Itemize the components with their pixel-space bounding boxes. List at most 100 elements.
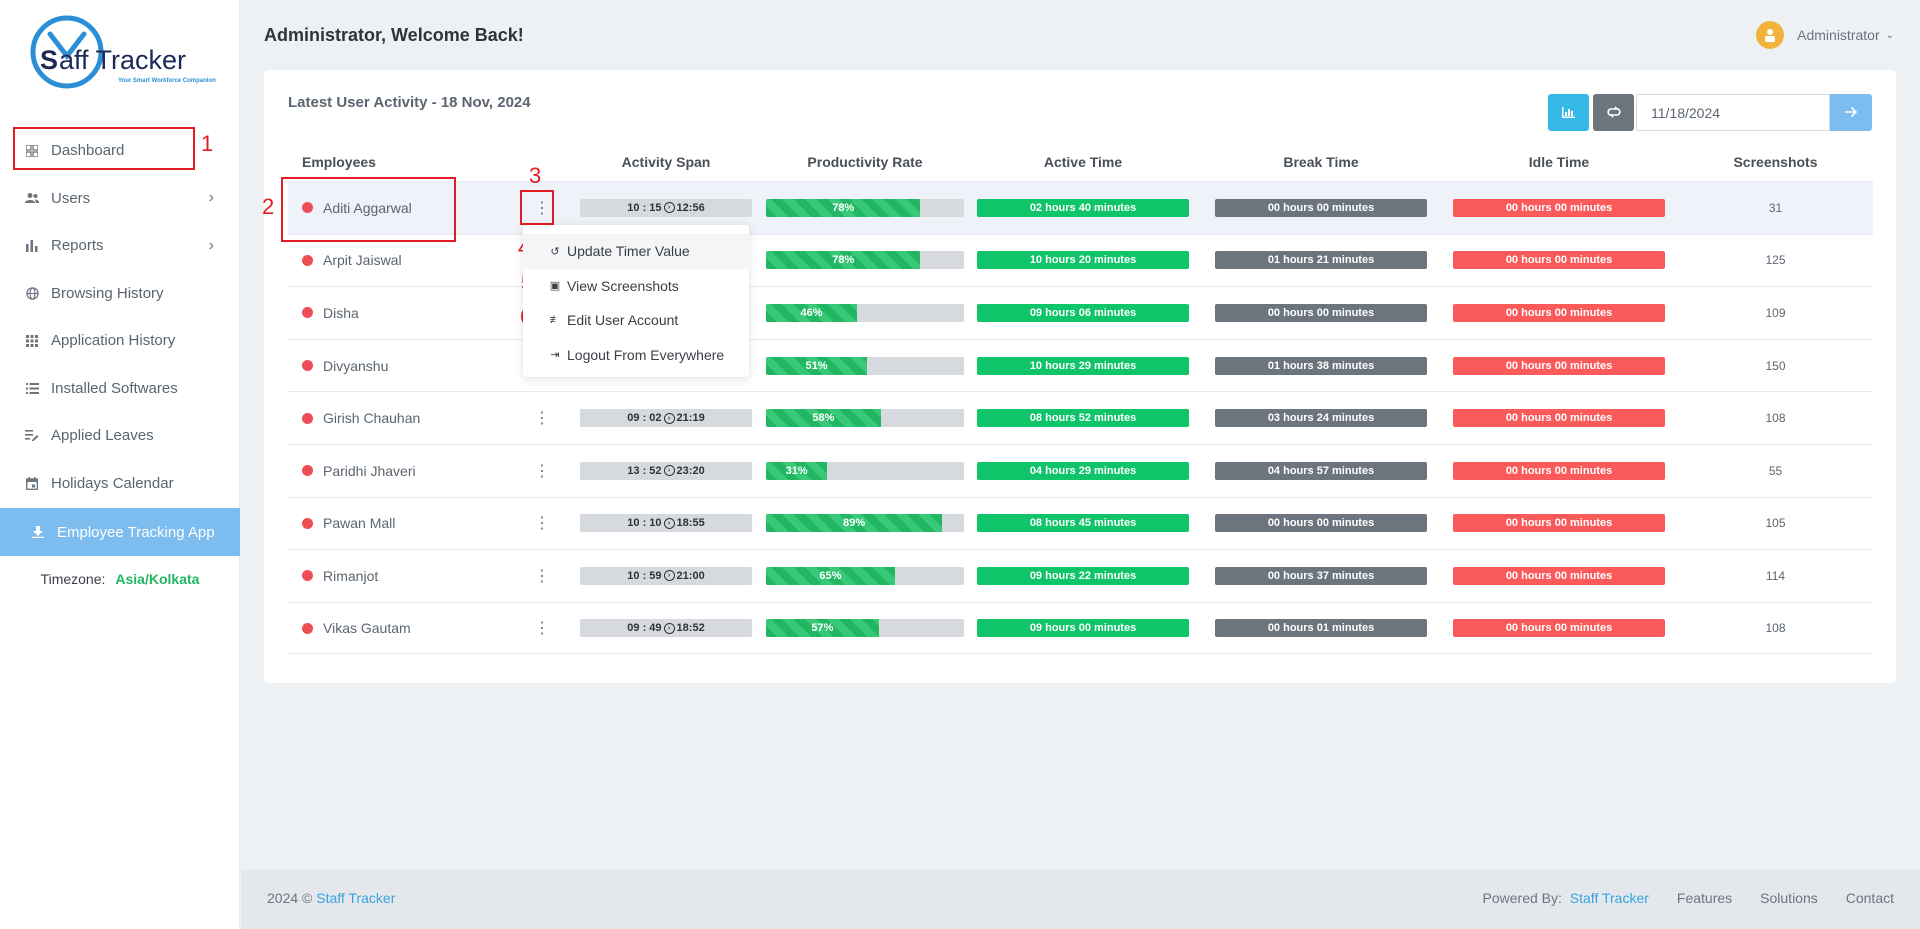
active-time-badge: 09 hours 00 minutes bbox=[977, 619, 1189, 638]
active-time-cell: 10 hours 29 minutes bbox=[964, 356, 1202, 375]
screenshots-count[interactable]: 114 bbox=[1765, 568, 1786, 583]
user-menu[interactable]: Administrator ⌄ bbox=[1756, 21, 1894, 49]
row-actions-button[interactable]: ⋮ bbox=[518, 561, 566, 591]
break-time-badge: 00 hours 00 minutes bbox=[1215, 198, 1427, 217]
sidebar-item-application-history[interactable]: Application History bbox=[0, 317, 240, 365]
sidebar-item-reports[interactable]: Reports › bbox=[0, 222, 240, 270]
idle-time-cell: 00 hours 00 minutes bbox=[1440, 514, 1678, 533]
row-actions-button[interactable]: ⋮ bbox=[518, 508, 566, 538]
update-timer-value-option[interactable]: ↺ Update Timer Value bbox=[523, 234, 749, 269]
productivity-label: 78% bbox=[832, 254, 855, 267]
span-end: 18:55 bbox=[676, 517, 705, 530]
row-actions-dropdown: ↺ Update Timer Value ▣ View Screenshots … bbox=[523, 225, 749, 377]
svg-text:Your Smart Workforce Companion: Your Smart Workforce Companion bbox=[118, 78, 216, 84]
screenshots-count[interactable]: 125 bbox=[1765, 253, 1786, 268]
menu-item-label: View Screenshots bbox=[567, 277, 679, 294]
productivity-cell: 46% bbox=[766, 303, 964, 322]
productivity-bar: 65% bbox=[766, 566, 964, 585]
break-time-badge: 04 hours 57 minutes bbox=[1215, 461, 1427, 480]
edit-user-account-option[interactable]: ≢ Edit User Account bbox=[523, 303, 749, 338]
download-tracking-app-button[interactable]: Employee Tracking App bbox=[0, 508, 240, 556]
sidebar-item-dashboard[interactable]: Dashboard bbox=[0, 127, 240, 175]
more-vertical-icon: ⋮ bbox=[534, 462, 550, 480]
productivity-fill: 78% bbox=[766, 198, 921, 217]
break-time-cell: 03 hours 24 minutes bbox=[1202, 409, 1440, 428]
edit-list-icon bbox=[24, 428, 40, 444]
active-time-cell: 10 hours 20 minutes bbox=[964, 251, 1202, 270]
globe-icon bbox=[24, 285, 40, 301]
chevron-down-icon: ⌄ bbox=[1885, 29, 1894, 41]
break-time-cell: 00 hours 01 minutes bbox=[1202, 619, 1440, 638]
active-time-badge: 04 hours 29 minutes bbox=[977, 461, 1189, 480]
productivity-fill: 46% bbox=[766, 303, 858, 322]
list-icon bbox=[24, 380, 40, 396]
employee-cell[interactable]: Paridhi Jhaveri bbox=[288, 463, 518, 479]
employee-cell[interactable]: Pawan Mall bbox=[288, 515, 518, 531]
active-time-badge: 09 hours 22 minutes bbox=[977, 566, 1189, 585]
span-end: 21:19 bbox=[676, 412, 705, 425]
refresh-button[interactable] bbox=[1593, 94, 1634, 131]
row-actions-button[interactable]: ⋮ bbox=[518, 403, 566, 433]
avatar bbox=[1756, 21, 1785, 49]
screenshots-count[interactable]: 150 bbox=[1765, 358, 1786, 373]
employee-cell[interactable]: Vikas Gautam bbox=[288, 620, 518, 636]
download-icon bbox=[30, 524, 46, 540]
table-row: Divyanshu ⋮ 51% 10 hours 29 minutes 01 h… bbox=[288, 338, 1873, 392]
screenshots-count[interactable]: 109 bbox=[1765, 305, 1786, 320]
sidebar-item-browsing-history[interactable]: Browsing History bbox=[0, 270, 240, 318]
break-time-cell: 00 hours 00 minutes bbox=[1202, 198, 1440, 217]
employee-cell[interactable]: Rimanjot bbox=[288, 568, 518, 584]
logout-icon: ⇥ bbox=[550, 349, 560, 362]
screenshots-count[interactable]: 108 bbox=[1765, 411, 1786, 426]
footer-link-solutions[interactable]: Solutions bbox=[1760, 890, 1818, 906]
sidebar-item-label: Application History bbox=[51, 332, 176, 350]
employee-cell[interactable]: Aditi Aggarwal bbox=[288, 200, 518, 216]
status-dot bbox=[302, 254, 313, 266]
employee-cell[interactable]: Arpit Jaiswal bbox=[288, 252, 518, 268]
screenshots-count[interactable]: 31 bbox=[1768, 200, 1783, 215]
idle-time-badge: 00 hours 00 minutes bbox=[1453, 251, 1665, 270]
employee-cell[interactable]: Disha bbox=[288, 305, 518, 321]
span-start: 10 : 59 bbox=[627, 569, 662, 582]
sidebar-item-label: Applied Leaves bbox=[51, 427, 154, 445]
sidebar-item-installed-softwares[interactable]: Installed Softwares bbox=[0, 365, 240, 413]
view-screenshots-option[interactable]: ▣ View Screenshots bbox=[523, 269, 749, 304]
arrow-circle-icon: › bbox=[663, 570, 675, 582]
powered-by-link[interactable]: Staff Tracker bbox=[1569, 890, 1649, 906]
span-end: 23:20 bbox=[676, 464, 705, 477]
footer-link-features[interactable]: Features bbox=[1676, 890, 1733, 906]
idle-time-badge: 00 hours 00 minutes bbox=[1453, 619, 1665, 638]
arrow-circle-icon: › bbox=[663, 517, 675, 529]
idle-time-cell: 00 hours 00 minutes bbox=[1440, 198, 1678, 217]
footer-link-contact[interactable]: Contact bbox=[1845, 890, 1894, 906]
status-dot bbox=[302, 307, 313, 319]
employee-cell[interactable]: Divyanshu bbox=[288, 358, 518, 374]
footer-brand-link[interactable]: Staff Tracker bbox=[316, 890, 396, 906]
span-start: 09 : 49 bbox=[627, 622, 662, 635]
employee-cell[interactable]: Girish Chauhan bbox=[288, 410, 518, 426]
screenshots-count[interactable]: 55 bbox=[1768, 463, 1783, 478]
row-actions-button[interactable]: ⋮ bbox=[518, 456, 566, 486]
productivity-cell: 58% bbox=[766, 409, 964, 428]
sidebar-item-label: Reports bbox=[51, 237, 104, 255]
timezone-label: Timezone: bbox=[40, 571, 106, 587]
row-actions-button[interactable]: ⋮ bbox=[518, 613, 566, 643]
row-actions-button[interactable]: ⋮ bbox=[518, 193, 566, 223]
staff-tracker-logo[interactable]: S aff Tracker Your Smart Workforce Compa… bbox=[22, 12, 222, 102]
screenshots-count[interactable]: 105 bbox=[1765, 516, 1786, 531]
menu-item-label: Logout From Everywhere bbox=[567, 346, 725, 363]
chart-view-button[interactable] bbox=[1548, 94, 1589, 131]
idle-time-cell: 00 hours 00 minutes bbox=[1440, 619, 1678, 638]
productivity-bar: 89% bbox=[766, 514, 964, 533]
logout-everywhere-option[interactable]: ⇥ Logout From Everywhere bbox=[523, 338, 749, 373]
date-input[interactable] bbox=[1636, 94, 1830, 131]
go-button[interactable] bbox=[1830, 94, 1872, 131]
productivity-cell: 78% bbox=[766, 198, 964, 217]
productivity-fill: 89% bbox=[766, 514, 943, 533]
sidebar-item-users[interactable]: Users › bbox=[0, 175, 240, 223]
sidebar-item-applied-leaves[interactable]: Applied Leaves bbox=[0, 412, 240, 460]
productivity-cell: 57% bbox=[766, 619, 964, 638]
activity-span-pill: 10 : 59 › 21:00 bbox=[580, 566, 752, 585]
sidebar-item-holidays-calendar[interactable]: Holidays Calendar bbox=[0, 460, 240, 508]
screenshots-count[interactable]: 108 bbox=[1765, 621, 1786, 636]
